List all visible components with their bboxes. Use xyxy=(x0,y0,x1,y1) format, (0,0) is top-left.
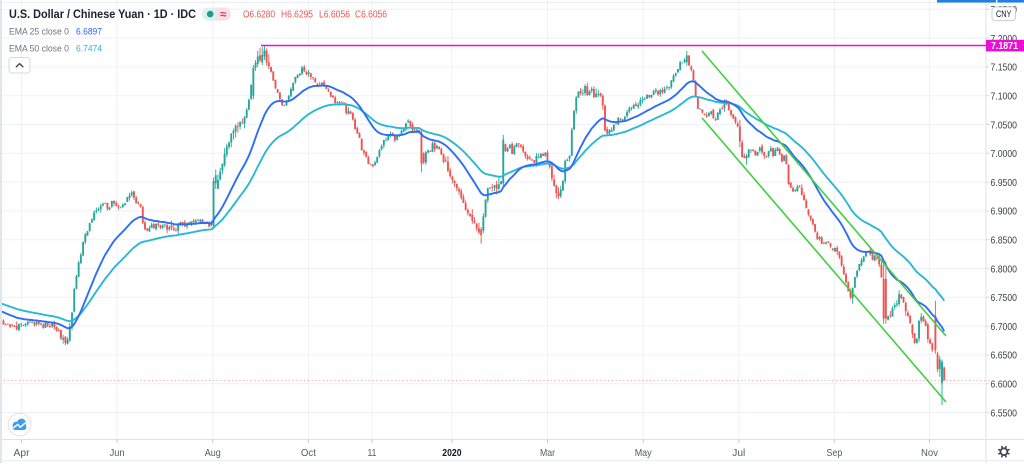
svg-text:U.S. Dollar / Chinese Yuan · 1: U.S. Dollar / Chinese Yuan · 1D · IDC xyxy=(9,9,196,21)
svg-text:7.0000: 7.0000 xyxy=(991,149,1018,160)
svg-text:CNY: CNY xyxy=(996,9,1012,19)
svg-text:6.9000: 6.9000 xyxy=(991,207,1018,218)
svg-text:6.6000: 6.6000 xyxy=(991,380,1018,391)
svg-text:6.7474: 6.7474 xyxy=(76,43,103,54)
svg-text:Nov: Nov xyxy=(921,448,939,459)
svg-text:Oct: Oct xyxy=(301,448,316,459)
svg-text:≈: ≈ xyxy=(220,9,227,21)
svg-text:EMA 25 close 0: EMA 25 close 0 xyxy=(9,26,69,37)
svg-text:7.1500: 7.1500 xyxy=(991,63,1018,74)
svg-text:Aug: Aug xyxy=(205,448,221,459)
svg-text:EMA 50 close 0: EMA 50 close 0 xyxy=(9,43,69,54)
svg-text:Apr: Apr xyxy=(14,448,31,459)
svg-text:L6.6056: L6.6056 xyxy=(319,9,350,20)
svg-text:11: 11 xyxy=(368,448,377,459)
svg-text:6.6500: 6.6500 xyxy=(991,351,1018,362)
svg-text:Jun: Jun xyxy=(110,448,125,459)
svg-text:6.7000: 6.7000 xyxy=(991,322,1018,333)
svg-text:2020: 2020 xyxy=(442,448,461,459)
svg-text:7.1000: 7.1000 xyxy=(991,92,1018,103)
svg-text:H6.6295: H6.6295 xyxy=(281,9,313,20)
svg-text:Sep: Sep xyxy=(826,448,842,459)
svg-text:7.2000: 7.2000 xyxy=(991,34,1018,45)
svg-text:6.6897: 6.6897 xyxy=(76,26,102,37)
svg-text:Jul: Jul xyxy=(732,448,745,459)
svg-text:6.8500: 6.8500 xyxy=(991,236,1018,247)
svg-text:C6.6056: C6.6056 xyxy=(355,9,387,20)
svg-text:Mar: Mar xyxy=(540,448,556,459)
svg-text:May: May xyxy=(635,448,653,459)
svg-text:7.1871: 7.1871 xyxy=(991,41,1018,52)
svg-text:6.5500: 6.5500 xyxy=(991,408,1018,419)
svg-text:6.9500: 6.9500 xyxy=(991,178,1018,189)
svg-text:7.0500: 7.0500 xyxy=(991,120,1018,131)
svg-text:6.7500: 6.7500 xyxy=(991,293,1018,304)
svg-text:O6.6280: O6.6280 xyxy=(243,9,275,20)
svg-text:6.8000: 6.8000 xyxy=(991,264,1018,275)
